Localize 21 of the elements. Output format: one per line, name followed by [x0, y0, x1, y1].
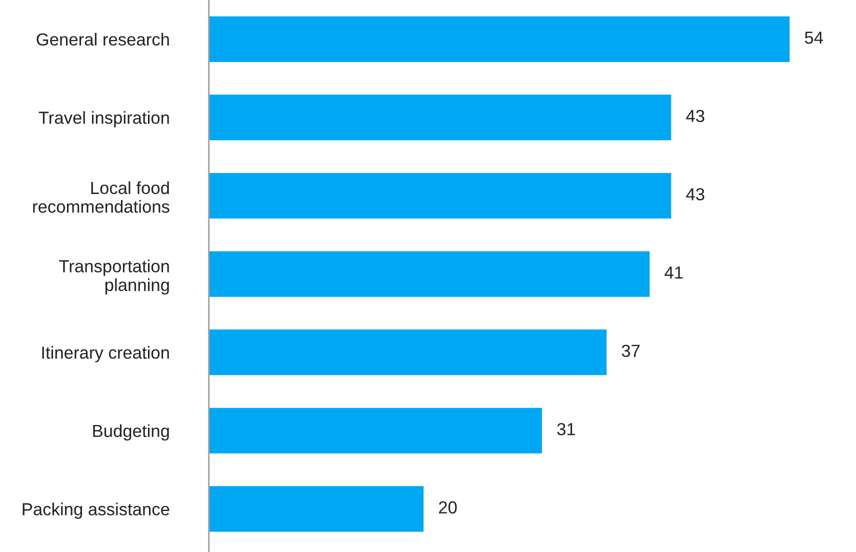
bar: [208, 328, 608, 377]
bar: [208, 406, 544, 455]
y-tick-label: Local food recommendations: [33, 181, 170, 213]
y-tick-label: Travel inspiration: [38, 111, 169, 128]
data-label: 31: [557, 423, 576, 436]
data-label: 43: [686, 110, 704, 122]
data-label: 43: [686, 188, 704, 200]
bar: [208, 14, 791, 64]
y-tick-label: General research: [36, 32, 169, 46]
data-label: 20: [438, 501, 457, 514]
data-label: 54: [804, 32, 823, 44]
data-label: 41: [664, 266, 683, 279]
bar: [208, 93, 673, 142]
bar: [208, 484, 425, 534]
y-tick-label: Itinerary creation: [42, 346, 169, 362]
y-tick-label: Budgeting: [93, 424, 169, 441]
y-tick-label: Transportation planning: [59, 260, 169, 295]
bar: [208, 172, 673, 220]
bar: [208, 250, 652, 298]
y-tick-label: Packing assistance: [22, 502, 170, 519]
data-label: 37: [622, 344, 640, 357]
